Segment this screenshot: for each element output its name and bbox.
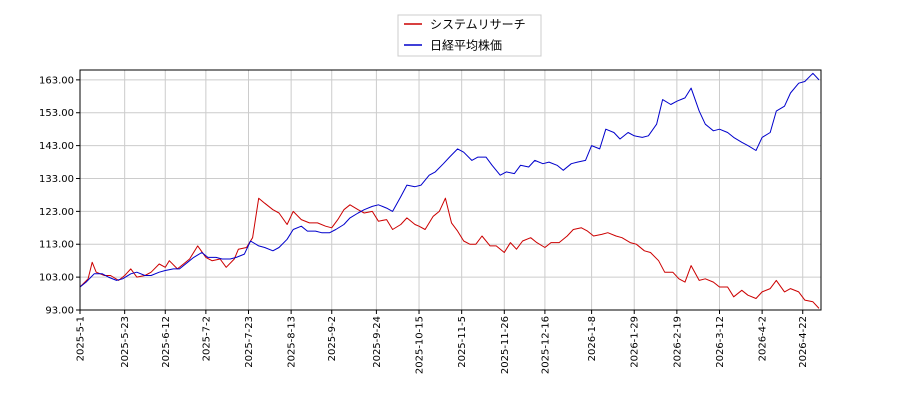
legend-box <box>397 14 542 57</box>
x-tick-label: 2025-9-24 <box>372 316 383 368</box>
x-tick-label: 2025-11-26 <box>500 316 511 374</box>
series-lines <box>79 72 820 309</box>
y-tick-label: 143.00 <box>39 141 74 152</box>
legend-label-日経平均株価: 日経平均株価 <box>430 38 502 53</box>
legend: システムリサーチ 日経平均株価 <box>397 14 542 57</box>
series-line-システムリサーチ <box>79 197 820 309</box>
y-tick-label: 93.00 <box>45 306 74 317</box>
legend-label-システムリサーチ: システムリサーチ <box>430 18 526 32</box>
x-tick-label: 2025-11-5 <box>457 316 468 368</box>
x-tick-label: 2025-7-2 <box>201 316 212 361</box>
x-tick-label: 2026-2-19 <box>672 316 683 368</box>
y-tick-label: 123.00 <box>39 207 74 218</box>
axes: 93.00 103.00 113.00 123.00 133.00 143.00 153.0… <box>39 75 809 374</box>
x-tick-label: 2026-4-2 <box>758 316 769 361</box>
y-tick-label: 153.00 <box>39 108 74 119</box>
x-tick-label: 2025-10-15 <box>415 316 426 374</box>
x-tick-label: 2026-3-12 <box>715 316 726 368</box>
series-line-日経平均株価 <box>79 72 820 288</box>
y-tick-label: 133.00 <box>39 174 74 185</box>
x-tick-label: 2025-12-16 <box>540 316 551 374</box>
y-tick-label: 113.00 <box>39 240 74 251</box>
x-tick-label: 2026-4-22 <box>798 316 809 368</box>
y-tick-label: 163.00 <box>39 75 74 86</box>
x-tick-label: 2025-5-23 <box>120 316 131 368</box>
x-tick-label: 2025-9-2 <box>327 316 338 361</box>
x-tick-label: 2026-1-29 <box>630 316 641 368</box>
x-tick-label: 2025-5-1 <box>76 316 87 361</box>
plot-frame <box>79 69 822 311</box>
x-tick-label: 2025-8-13 <box>287 316 298 368</box>
y-tick-label: 103.00 <box>39 273 74 284</box>
x-tick-label: 2025-6-12 <box>161 316 172 368</box>
x-tick-label: 2025-7-23 <box>244 316 255 368</box>
x-tick-label: 2026-1-8 <box>587 316 598 361</box>
